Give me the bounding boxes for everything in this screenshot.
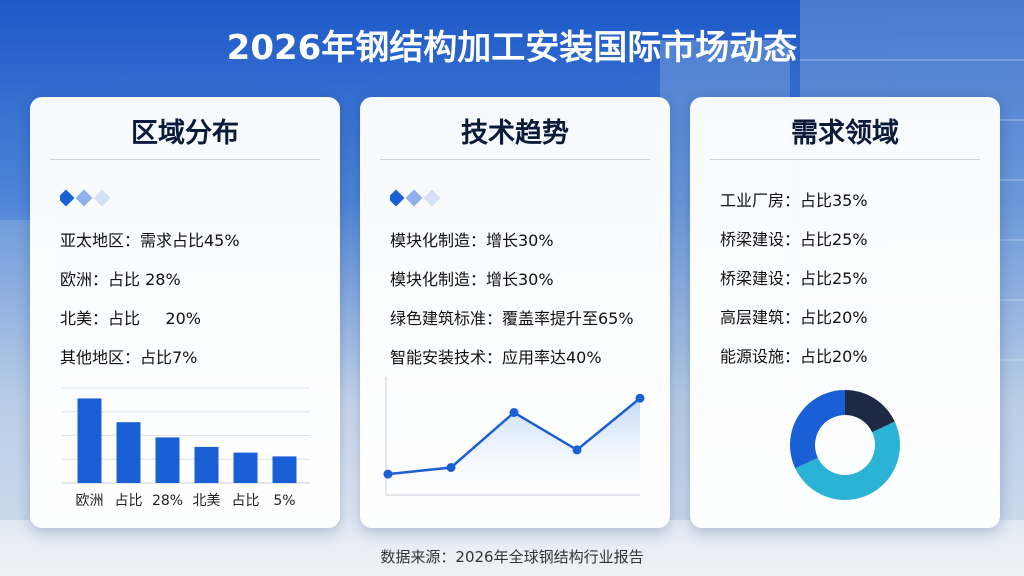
diamonds — [60, 189, 111, 207]
point — [572, 445, 582, 455]
point — [635, 393, 645, 403]
item: 桥梁建设：占比25% — [720, 230, 868, 249]
item: 能源设施：占比20% — [720, 347, 868, 366]
title: 2026年钢结构加工安装国际市场动态 — [226, 28, 798, 68]
diamonds — [390, 189, 441, 207]
item: 北美：占比 20% — [60, 309, 201, 328]
bar — [77, 398, 102, 483]
item: 工业厂房：占比35% — [720, 191, 868, 210]
item: 高层建筑：占比20% — [720, 308, 868, 327]
item: 智能安装技术：应用率达40% — [390, 348, 602, 367]
x-tick-label: 占比 — [232, 493, 260, 509]
bar — [116, 422, 141, 483]
item: 绿色建筑标准：覆盖率提升至65% — [390, 309, 634, 328]
x-tick-label: 占比 — [115, 493, 143, 509]
card: 需求领域工业厂房：占比35% 桥梁建设：占比25% 桥梁建设：占比25% 高层建筑：占… — [690, 97, 1000, 528]
chart — [383, 377, 645, 496]
card-heading: 技术趋势 — [461, 118, 569, 149]
item: 欧洲：占比 28% — [60, 270, 181, 289]
divider — [380, 159, 650, 160]
bar — [194, 446, 219, 483]
chart: 欧洲 占比 28% 北美 占比 5% — [62, 387, 310, 509]
diamond — [390, 189, 405, 207]
bar — [233, 452, 258, 483]
diamond — [423, 189, 441, 207]
x-tick-label: 5% — [273, 493, 295, 509]
item: 亚太地区：需求占比45% — [60, 231, 240, 250]
footer: 数据来源：2026年全球钢结构行业报告 — [380, 548, 644, 566]
card-heading: 需求领域 — [791, 118, 899, 149]
card-heading: 区域分布 — [131, 118, 239, 149]
donut-segment — [795, 421, 900, 500]
card: 技术趋势模块化制造：增长30% 模块化制造：增长30% 绿色建筑标准：覆盖率提升至6… — [360, 97, 670, 528]
x-tick-label: 北美 — [193, 493, 221, 509]
x-tick-label: 28% — [152, 493, 183, 509]
diamond — [405, 189, 423, 207]
point — [383, 469, 393, 479]
donut-segment — [790, 390, 845, 469]
diamond — [60, 189, 75, 207]
divider — [50, 159, 320, 160]
chart — [790, 390, 900, 500]
diamond — [75, 189, 93, 207]
diamond — [93, 189, 111, 207]
item: 其他地区：占比7% — [60, 348, 198, 367]
bar — [272, 456, 297, 483]
item: 模块化制造：增长30% — [390, 270, 554, 289]
x-tick-label: 欧洲 — [76, 493, 104, 509]
card: 区域分布亚太地区：需求占比45% 欧洲：占比 28% 北美：占比 20% 其他地区：占… — [30, 97, 340, 528]
donut-segment — [845, 390, 895, 433]
divider — [710, 159, 980, 160]
item: 桥梁建设：占比25% — [720, 269, 868, 288]
point — [446, 463, 456, 472]
item: 模块化制造：增长30% — [390, 231, 554, 250]
point — [509, 408, 519, 417]
bar — [155, 437, 180, 483]
